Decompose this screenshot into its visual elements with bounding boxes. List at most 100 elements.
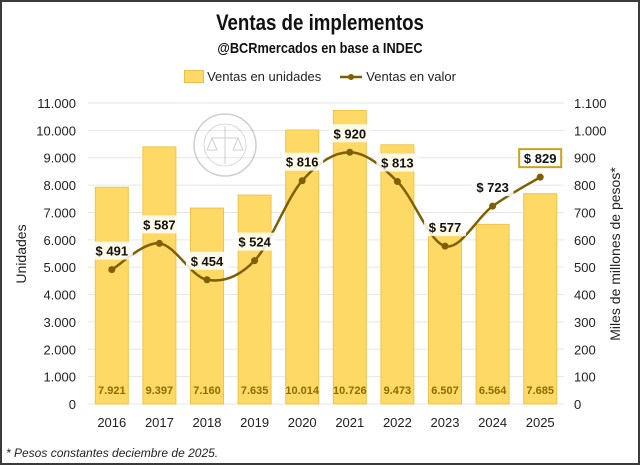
y-tick-left: 11.000 <box>37 96 76 111</box>
x-tick-label: 2024 <box>478 415 507 430</box>
legend-label-units: Ventas en unidades <box>207 69 322 84</box>
value-label-bg <box>328 124 371 143</box>
chart-title: Ventas de implementos <box>216 10 424 35</box>
value-label-bg <box>281 152 324 171</box>
value-label: $ 813 <box>381 156 414 171</box>
value-label: $ 577 <box>429 220 462 235</box>
footnote: * Pesos constantes deciembre de 2025. <box>6 446 219 460</box>
bar-label: 6.564 <box>479 385 507 397</box>
bar-2021 <box>332 109 367 405</box>
x-tick-label: 2022 <box>383 415 412 430</box>
bar-label: 7.685 <box>526 385 554 397</box>
bar-2017 <box>142 146 177 405</box>
bar-label: 7.160 <box>193 385 221 397</box>
bar-2025 <box>523 193 558 405</box>
value-label: $ 920 <box>334 126 367 141</box>
y-tick-left: 3.000 <box>43 315 76 330</box>
bar-2023 <box>428 225 462 405</box>
bar-2020 <box>285 129 320 405</box>
y-tick-right: 0 <box>574 397 581 412</box>
y-tick-right: 100 <box>574 370 596 385</box>
watermark-seal-logo <box>193 113 257 177</box>
legend: Ventas en unidades Ventas en valor <box>2 69 638 84</box>
legend-item-units: Ventas en unidades <box>184 69 321 84</box>
x-tick-label: 2017 <box>145 415 174 430</box>
value-label-bg <box>518 148 563 169</box>
y-tick-left: 6.000 <box>43 233 76 248</box>
y-tick-left: 10.000 <box>36 123 76 138</box>
chart-subtitle: @BCRmercados en base a INDEC <box>217 40 423 57</box>
y-tick-right: 600 <box>574 233 596 248</box>
value-label-bg <box>424 218 466 237</box>
value-point-2019 <box>251 257 259 265</box>
y-tick-left: 5.000 <box>43 260 76 275</box>
legend-item-value: Ventas en valor <box>339 69 456 84</box>
y-axis-title-left: Unidades <box>13 224 29 283</box>
x-tick-label: 2019 <box>240 415 269 430</box>
y-tick-right: 800 <box>574 178 596 193</box>
value-label: $ 723 <box>476 180 509 195</box>
bar-label: 10.014 <box>285 385 320 397</box>
legend-label-value: Ventas en valor <box>366 69 456 84</box>
y-tick-left: 1.000 <box>43 370 76 385</box>
bar-2016 <box>94 186 129 405</box>
y-tick-right: 1.000 <box>574 123 607 138</box>
value-label-bg <box>233 232 276 251</box>
y-tick-left: 8.000 <box>43 178 76 193</box>
bar-2024 <box>475 223 510 405</box>
value-point-2024 <box>489 202 497 210</box>
value-point-2022 <box>393 178 401 186</box>
value-label: $ 829 <box>524 151 557 166</box>
value-point-2018 <box>203 276 211 284</box>
bar-label: 7.921 <box>98 385 126 397</box>
value-label-bg <box>138 215 181 234</box>
value-label-bg <box>471 178 514 197</box>
x-tick-label: 2016 <box>97 415 126 430</box>
legend-line-swatch <box>340 73 363 80</box>
x-tick-label: 2025 <box>526 415 555 430</box>
y-tick-right: 900 <box>574 151 596 166</box>
value-label: $ 454 <box>191 254 224 269</box>
value-point-2025 <box>536 173 544 181</box>
legend-bar-swatch <box>184 70 205 83</box>
value-label: $ 816 <box>286 155 319 170</box>
value-label-bg <box>186 251 228 270</box>
bar-2019 <box>237 194 272 405</box>
value-line <box>111 151 541 282</box>
y-axis-title-right: Miles de millones de pesos* <box>607 167 623 341</box>
y-tick-right: 300 <box>574 315 596 330</box>
y-tick-left: 4.000 <box>43 288 76 303</box>
y-tick-left: 0 <box>69 397 76 412</box>
value-label-bg <box>376 153 419 172</box>
x-tick-label: 2018 <box>193 415 222 430</box>
x-tick-label: 2023 <box>431 415 460 430</box>
value-point-2016 <box>108 266 116 274</box>
y-tick-right: 500 <box>574 260 596 275</box>
y-tick-right: 400 <box>574 288 596 303</box>
value-label-bg <box>90 241 133 260</box>
y-tick-right: 700 <box>574 205 596 220</box>
y-tick-right: 1.100 <box>574 96 607 111</box>
value-label: $ 491 <box>96 244 129 259</box>
y-tick-left: 2.000 <box>43 342 76 357</box>
x-tick-label: 2020 <box>288 415 317 430</box>
x-tick-label: 2021 <box>335 415 364 430</box>
bar-label: 9.473 <box>384 385 412 397</box>
value-point-2021 <box>346 148 354 156</box>
bar-2022 <box>380 144 415 405</box>
bar-label: 9.397 <box>146 385 174 397</box>
bar-2018 <box>190 207 224 405</box>
y-tick-left: 9.000 <box>43 151 76 166</box>
value-label: $ 524 <box>238 235 271 250</box>
y-tick-left: 7.000 <box>43 205 76 220</box>
value-point-2023 <box>441 242 449 250</box>
value-label: $ 587 <box>143 217 176 232</box>
bar-label: 7.635 <box>241 385 269 397</box>
bar-label: 6.507 <box>431 385 459 397</box>
y-tick-right: 200 <box>574 342 596 357</box>
value-point-2017 <box>155 239 163 247</box>
value-point-2020 <box>298 177 306 185</box>
bar-label: 10.726 <box>333 385 367 397</box>
